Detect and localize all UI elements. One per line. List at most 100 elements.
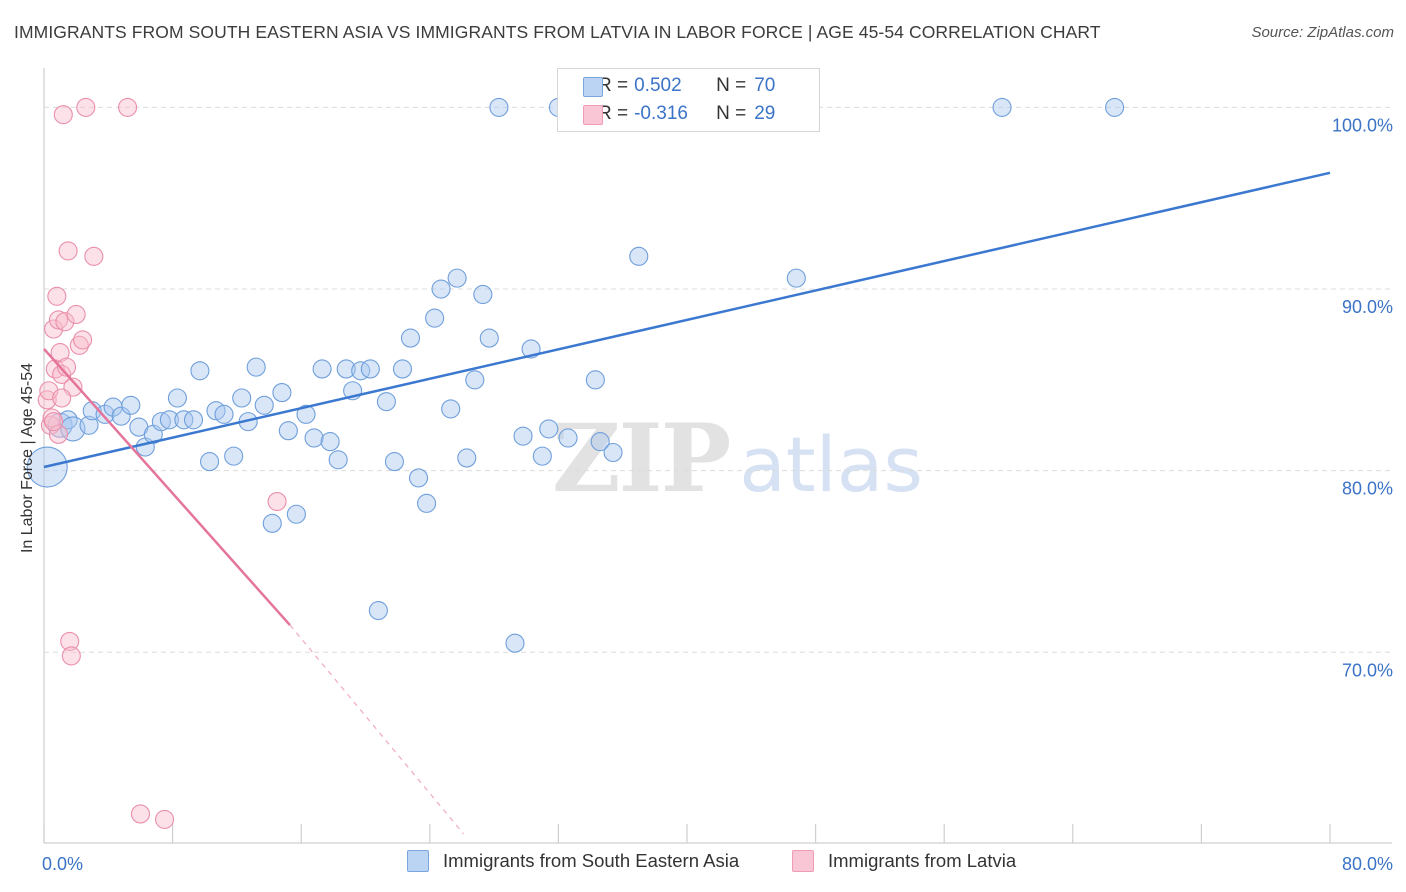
data-point-sea [246,357,266,377]
data-point-sea [328,450,348,470]
data-point-sea [95,404,115,424]
bottom-legend-label-latvia: Immigrants from Latvia [828,850,1017,871]
legend-row-sea: R = 0.502 N = 70 [583,73,775,99]
data-point-sea [465,370,485,390]
data-point-sea [400,328,421,348]
data-point-latvia [130,804,150,824]
legend-r-value: -0.316 [634,103,688,124]
data-point-latvia [53,105,73,125]
data-point-sea [1105,97,1125,117]
data-point-latvia [66,304,86,325]
legend-r-label: R = [598,75,629,96]
bottom-legend-latvia: Immigrants from Latvia [792,850,1016,872]
legend-swatch-sea [583,77,603,97]
data-point-latvia [44,412,64,432]
data-point-sea [447,268,467,288]
x-tick-label: 0.0% [42,854,83,874]
data-point-latvia [69,335,89,355]
y-tick-label: 90.0% [1342,297,1393,317]
watermark: ZIP atlas [552,404,923,514]
data-point-sea [376,392,396,412]
watermark-zip: ZIP [552,404,731,514]
data-point-sea [151,412,171,432]
data-point-sea [262,513,282,533]
data-point-latvia [73,330,93,350]
data-point-sea [167,388,187,408]
data-point-latvia [52,388,72,408]
data-point-sea [286,504,306,524]
data-point-latvia [47,286,67,306]
data-point-sea [392,359,413,379]
data-point-sea [539,419,559,439]
data-point-sea [121,395,141,415]
data-point-latvia [118,97,138,117]
legend-swatch-latvia [583,105,603,125]
data-point-sea [513,426,533,446]
y-tick-label: 70.0% [1342,660,1393,680]
trendline-latvia-extension [289,624,465,835]
bottom-legend-label-sea: Immigrants from South Eastern Asia [443,850,740,871]
data-point-sea [174,410,194,430]
data-point-sea [457,448,477,468]
data-point-sea [320,432,340,452]
data-point-sea [111,406,131,426]
data-point-sea [254,395,274,415]
legend-n-label: N = [716,103,747,124]
data-point-sea [214,404,234,424]
data-point-latvia [44,319,64,339]
data-point-sea [532,446,552,466]
data-point-sea [183,410,204,430]
data-point-latvia [58,241,78,261]
data-point-sea [408,468,429,488]
data-point-sea [232,388,252,408]
legend-row-latvia: R = -0.316 N = 29 [583,101,776,127]
bottom-legend-swatch-latvia [792,850,814,872]
data-point-sea [786,268,806,288]
x-tick-label: 80.0% [1342,854,1393,874]
data-point-sea [200,452,220,472]
data-point-latvia [76,97,96,117]
data-point-sea [336,359,356,379]
data-point-latvia [48,310,69,330]
data-point-sea [278,421,298,441]
data-point-sea [590,432,610,452]
data-point-sea [489,97,509,117]
data-point-sea [473,284,493,305]
data-point-sea [296,404,316,424]
trendline-latvia [43,348,291,626]
data-point-sea [384,452,404,472]
data-point-latvia [48,424,69,444]
data-point-sea [431,279,451,299]
data-point-latvia [56,357,77,377]
y-tick-label: 80.0% [1342,479,1393,499]
data-point-sea [629,246,649,266]
bottom-legend-sea: Immigrants from South Eastern Asia [407,850,739,872]
data-point-sea [417,493,437,513]
legend-n-label: N = [716,75,747,96]
watermark-atlas: atlas [739,420,923,509]
data-point-sea [58,410,78,430]
data-point-latvia [61,646,81,666]
legend-n-value: 29 [754,103,776,124]
data-point-latvia [60,631,80,651]
data-point-sea [360,359,380,379]
y-tick-label: 100.0% [1332,115,1393,135]
data-point-sea [505,633,525,653]
data-point-sea [992,97,1012,117]
data-point-latvia [84,246,104,266]
legend-r-label: R = [598,103,629,124]
data-point-sea [479,328,499,348]
data-point-sea [558,428,578,448]
data-point-sea [312,359,332,379]
data-point-sea [425,308,445,328]
data-point-sea [585,370,605,390]
correlation-legend: R = 0.502 N = 70 R = -0.316 N = 29 [557,68,820,132]
data-point-latvia [155,809,175,829]
data-point-latvia [267,491,287,512]
data-point-sea [272,383,292,403]
trendline-sea [43,171,1331,469]
data-point-sea [441,399,461,419]
data-point-sea [351,361,371,381]
data-point-sea [304,428,324,448]
